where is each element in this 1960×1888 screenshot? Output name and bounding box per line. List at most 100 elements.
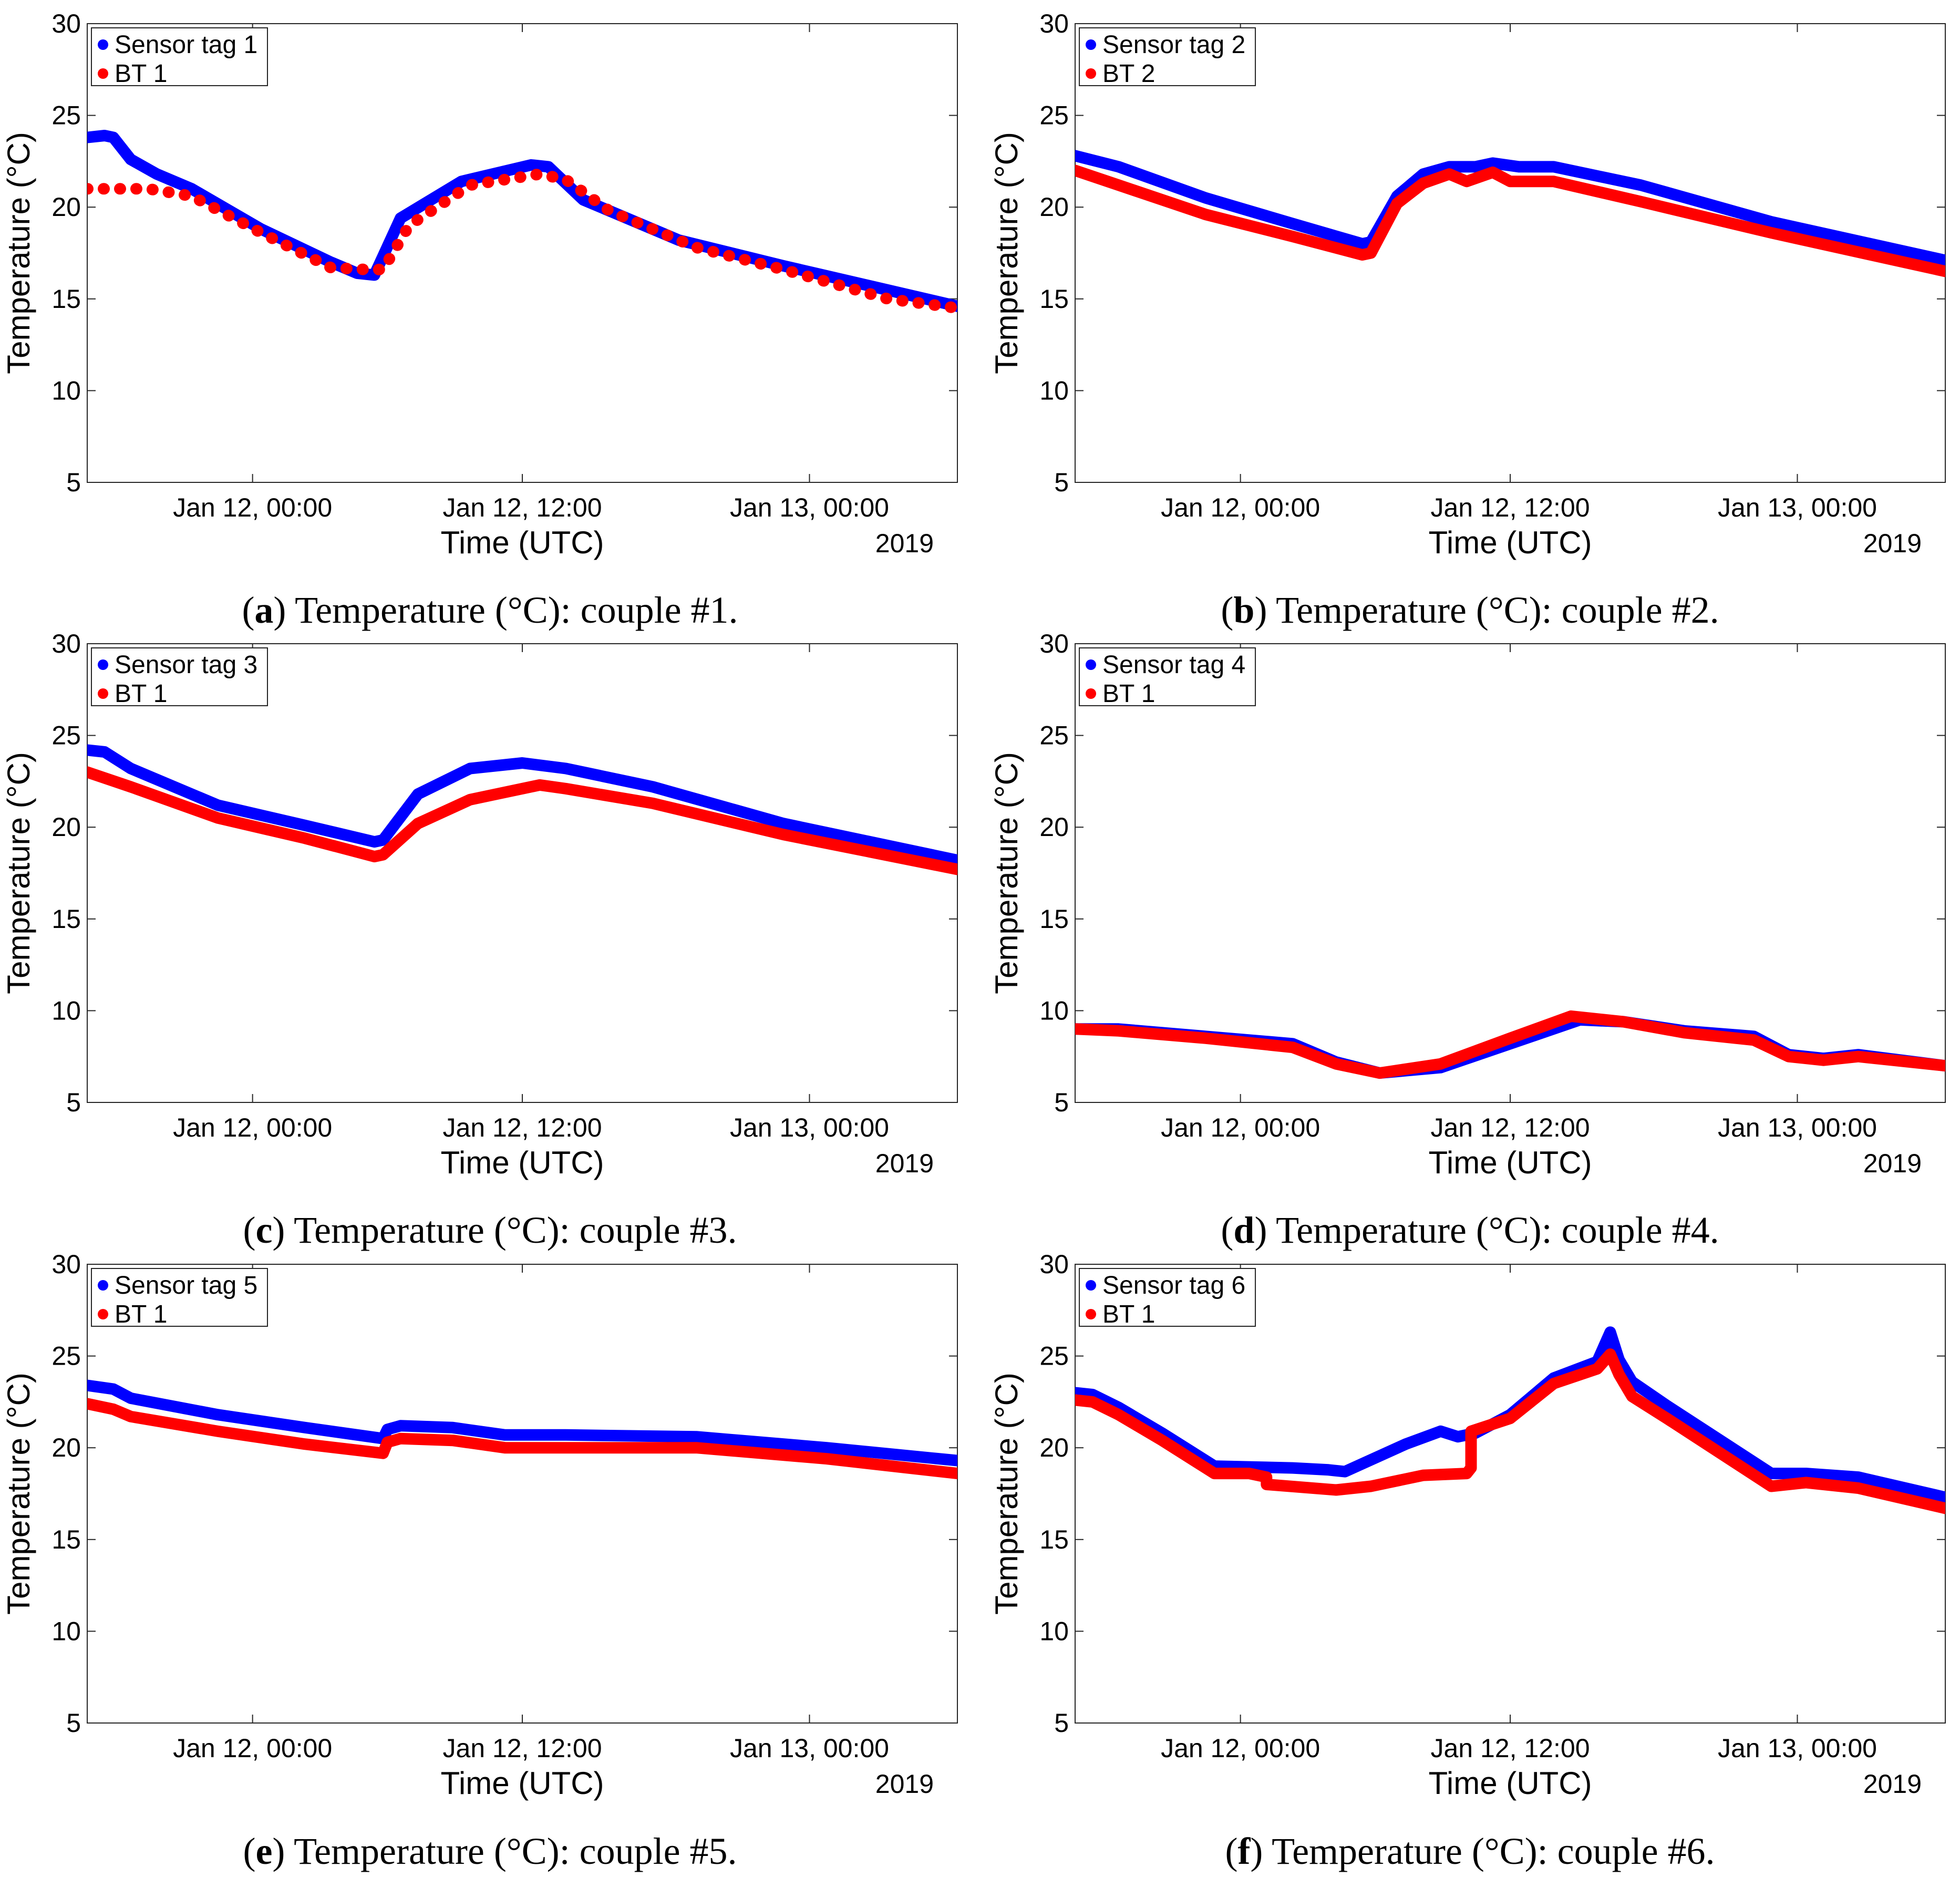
chart-panel-a: 5 10 15 20 25 30 Jan 12, 00:00 Jan 12, 12:00 Jan… <box>1 9 958 560</box>
legend-marker <box>1086 1280 1096 1291</box>
legend-marker <box>1086 39 1096 50</box>
y-tick-label: 20 <box>51 1433 81 1462</box>
y-tick-label: 30 <box>51 9 81 38</box>
legend-label: Sensor tag 6 <box>1102 1272 1245 1299</box>
legend-label: BT 1 <box>1102 1301 1156 1328</box>
caption-letter: c <box>255 1209 273 1251</box>
legend-box <box>91 647 268 706</box>
y-tick-label: 5 <box>1054 468 1069 497</box>
y-tick-label: 5 <box>1054 1088 1069 1117</box>
legend-label: BT 1 <box>115 60 168 88</box>
panel-caption-e: (e) Temperature (°C): couple #5. <box>243 1830 737 1872</box>
plot-frame <box>87 643 958 1103</box>
legend-marker <box>98 39 108 50</box>
caption-text: Temperature (°C): couple #6. <box>1272 1830 1715 1872</box>
panel-caption-d: (d) Temperature (°C): couple #4. <box>1221 1209 1719 1251</box>
y-axis-title: Temperature (°C) <box>1 1373 36 1615</box>
x-tick-label: Jan 12, 00:00 <box>1161 1113 1320 1142</box>
x-axis-title: Time (UTC) <box>440 525 604 560</box>
legend-label: BT 1 <box>115 680 168 708</box>
y-axis-title: Temperature (°C) <box>989 1373 1024 1615</box>
legend-marker <box>98 688 108 699</box>
legend-label: Sensor tag 2 <box>1102 31 1245 59</box>
year-label: 2019 <box>1863 529 1922 558</box>
legend-marker <box>1086 659 1096 670</box>
series-bt-line <box>87 1398 957 1480</box>
plot-frame <box>87 1264 958 1724</box>
y-tick-label: 5 <box>66 1708 81 1738</box>
panel-caption-f: (f) Temperature (°C): couple #6. <box>1225 1830 1715 1872</box>
y-tick-label: 10 <box>1039 1616 1069 1646</box>
panel-caption-c: (c) Temperature (°C): couple #3. <box>243 1209 737 1251</box>
legend-label: Sensor tag 4 <box>1102 651 1245 679</box>
x-tick-label: Jan 12, 00:00 <box>173 493 332 522</box>
series-sensor-line <box>87 1379 957 1467</box>
year-label: 2019 <box>1863 1149 1922 1178</box>
y-tick-label: 15 <box>51 1525 81 1554</box>
y-tick-label: 10 <box>51 996 81 1025</box>
x-tick-label: Jan 13, 00:00 <box>730 1113 889 1142</box>
chart-panel-b: 5 10 15 20 25 30 Jan 12, 00:00 Jan 12, 12:00 Jan… <box>989 9 1946 560</box>
y-tick-label: 25 <box>51 101 81 130</box>
caption-text: Temperature (°C): couple #4. <box>1276 1209 1719 1251</box>
y-tick-label: 15 <box>1039 1525 1069 1554</box>
x-axis-title: Time (UTC) <box>440 1145 604 1180</box>
series-sensor-line <box>87 744 957 866</box>
x-axis-title: Time (UTC) <box>1428 1766 1592 1801</box>
caption-letter: b <box>1233 589 1255 631</box>
y-tick-label: 20 <box>1039 192 1069 222</box>
y-tick-label: 25 <box>1039 721 1069 750</box>
legend-marker <box>98 1280 108 1291</box>
x-tick-label: Jan 12, 00:00 <box>1161 493 1320 522</box>
x-axis-title: Time (UTC) <box>1428 1145 1592 1180</box>
caption-letter: f <box>1237 1830 1251 1872</box>
year-label: 2019 <box>875 1769 934 1799</box>
y-tick-label: 20 <box>1039 1433 1069 1462</box>
series-bt-line <box>1075 164 1945 277</box>
x-tick-label: Jan 12, 12:00 <box>442 1734 602 1763</box>
caption-text: Temperature (°C): couple #1. <box>295 589 738 631</box>
x-axis-title: Time (UTC) <box>1428 525 1592 560</box>
x-tick-label: Jan 13, 00:00 <box>1718 1113 1877 1142</box>
x-tick-label: Jan 12, 00:00 <box>173 1113 332 1142</box>
legend-box <box>1079 1268 1256 1327</box>
y-tick-label: 30 <box>51 1250 81 1279</box>
y-tick-label: 15 <box>51 904 81 934</box>
caption-letter: d <box>1233 1209 1255 1251</box>
legend-marker <box>1086 1309 1096 1319</box>
legend-label: Sensor tag 5 <box>115 1272 257 1299</box>
y-tick-label: 25 <box>1039 101 1069 130</box>
series-bt-line <box>1075 1348 1945 1514</box>
caption-letter: e <box>255 1830 273 1872</box>
y-tick-label: 20 <box>51 812 81 842</box>
caption-text: Temperature (°C): couple #3. <box>294 1209 737 1251</box>
legend-marker <box>98 1309 108 1319</box>
y-tick-label: 10 <box>51 376 81 405</box>
x-tick-label: Jan 13, 00:00 <box>1718 493 1877 522</box>
legend-marker <box>98 68 108 79</box>
y-tick-label: 20 <box>51 192 81 222</box>
x-tick-label: Jan 12, 00:00 <box>1161 1734 1320 1763</box>
chart-panel-e: 5 10 15 20 25 30 Jan 12, 00:00 Jan 12, 12:00 Jan… <box>1 1250 958 1801</box>
x-tick-label: Jan 12, 00:00 <box>173 1734 332 1763</box>
y-tick-label: 20 <box>1039 812 1069 842</box>
year-label: 2019 <box>875 529 934 558</box>
x-tick-label: Jan 12, 12:00 <box>442 493 602 522</box>
legend-label: BT 1 <box>115 1301 168 1328</box>
legend-label: Sensor tag 3 <box>115 651 257 679</box>
caption-letter: a <box>254 589 274 631</box>
chart-panel-d: 5 10 15 20 25 30 Jan 12, 00:00 Jan 12, 12:00 Jan… <box>989 629 1946 1180</box>
chart-panel-f: 5 10 15 20 25 30 Jan 12, 00:00 Jan 12, 12:00 Jan… <box>989 1250 1946 1801</box>
x-tick-label: Jan 12, 12:00 <box>1430 1113 1590 1142</box>
x-tick-label: Jan 12, 12:00 <box>442 1113 602 1142</box>
y-axis-title: Temperature (°C) <box>1 132 36 374</box>
y-tick-label: 15 <box>1039 284 1069 314</box>
series-bt-line <box>87 766 957 875</box>
series-bt-line <box>87 168 957 314</box>
y-tick-label: 30 <box>51 629 81 658</box>
legend-marker <box>98 659 108 670</box>
legend-marker <box>1086 68 1096 79</box>
x-tick-label: Jan 13, 00:00 <box>730 1734 889 1763</box>
y-tick-label: 25 <box>51 1342 81 1371</box>
